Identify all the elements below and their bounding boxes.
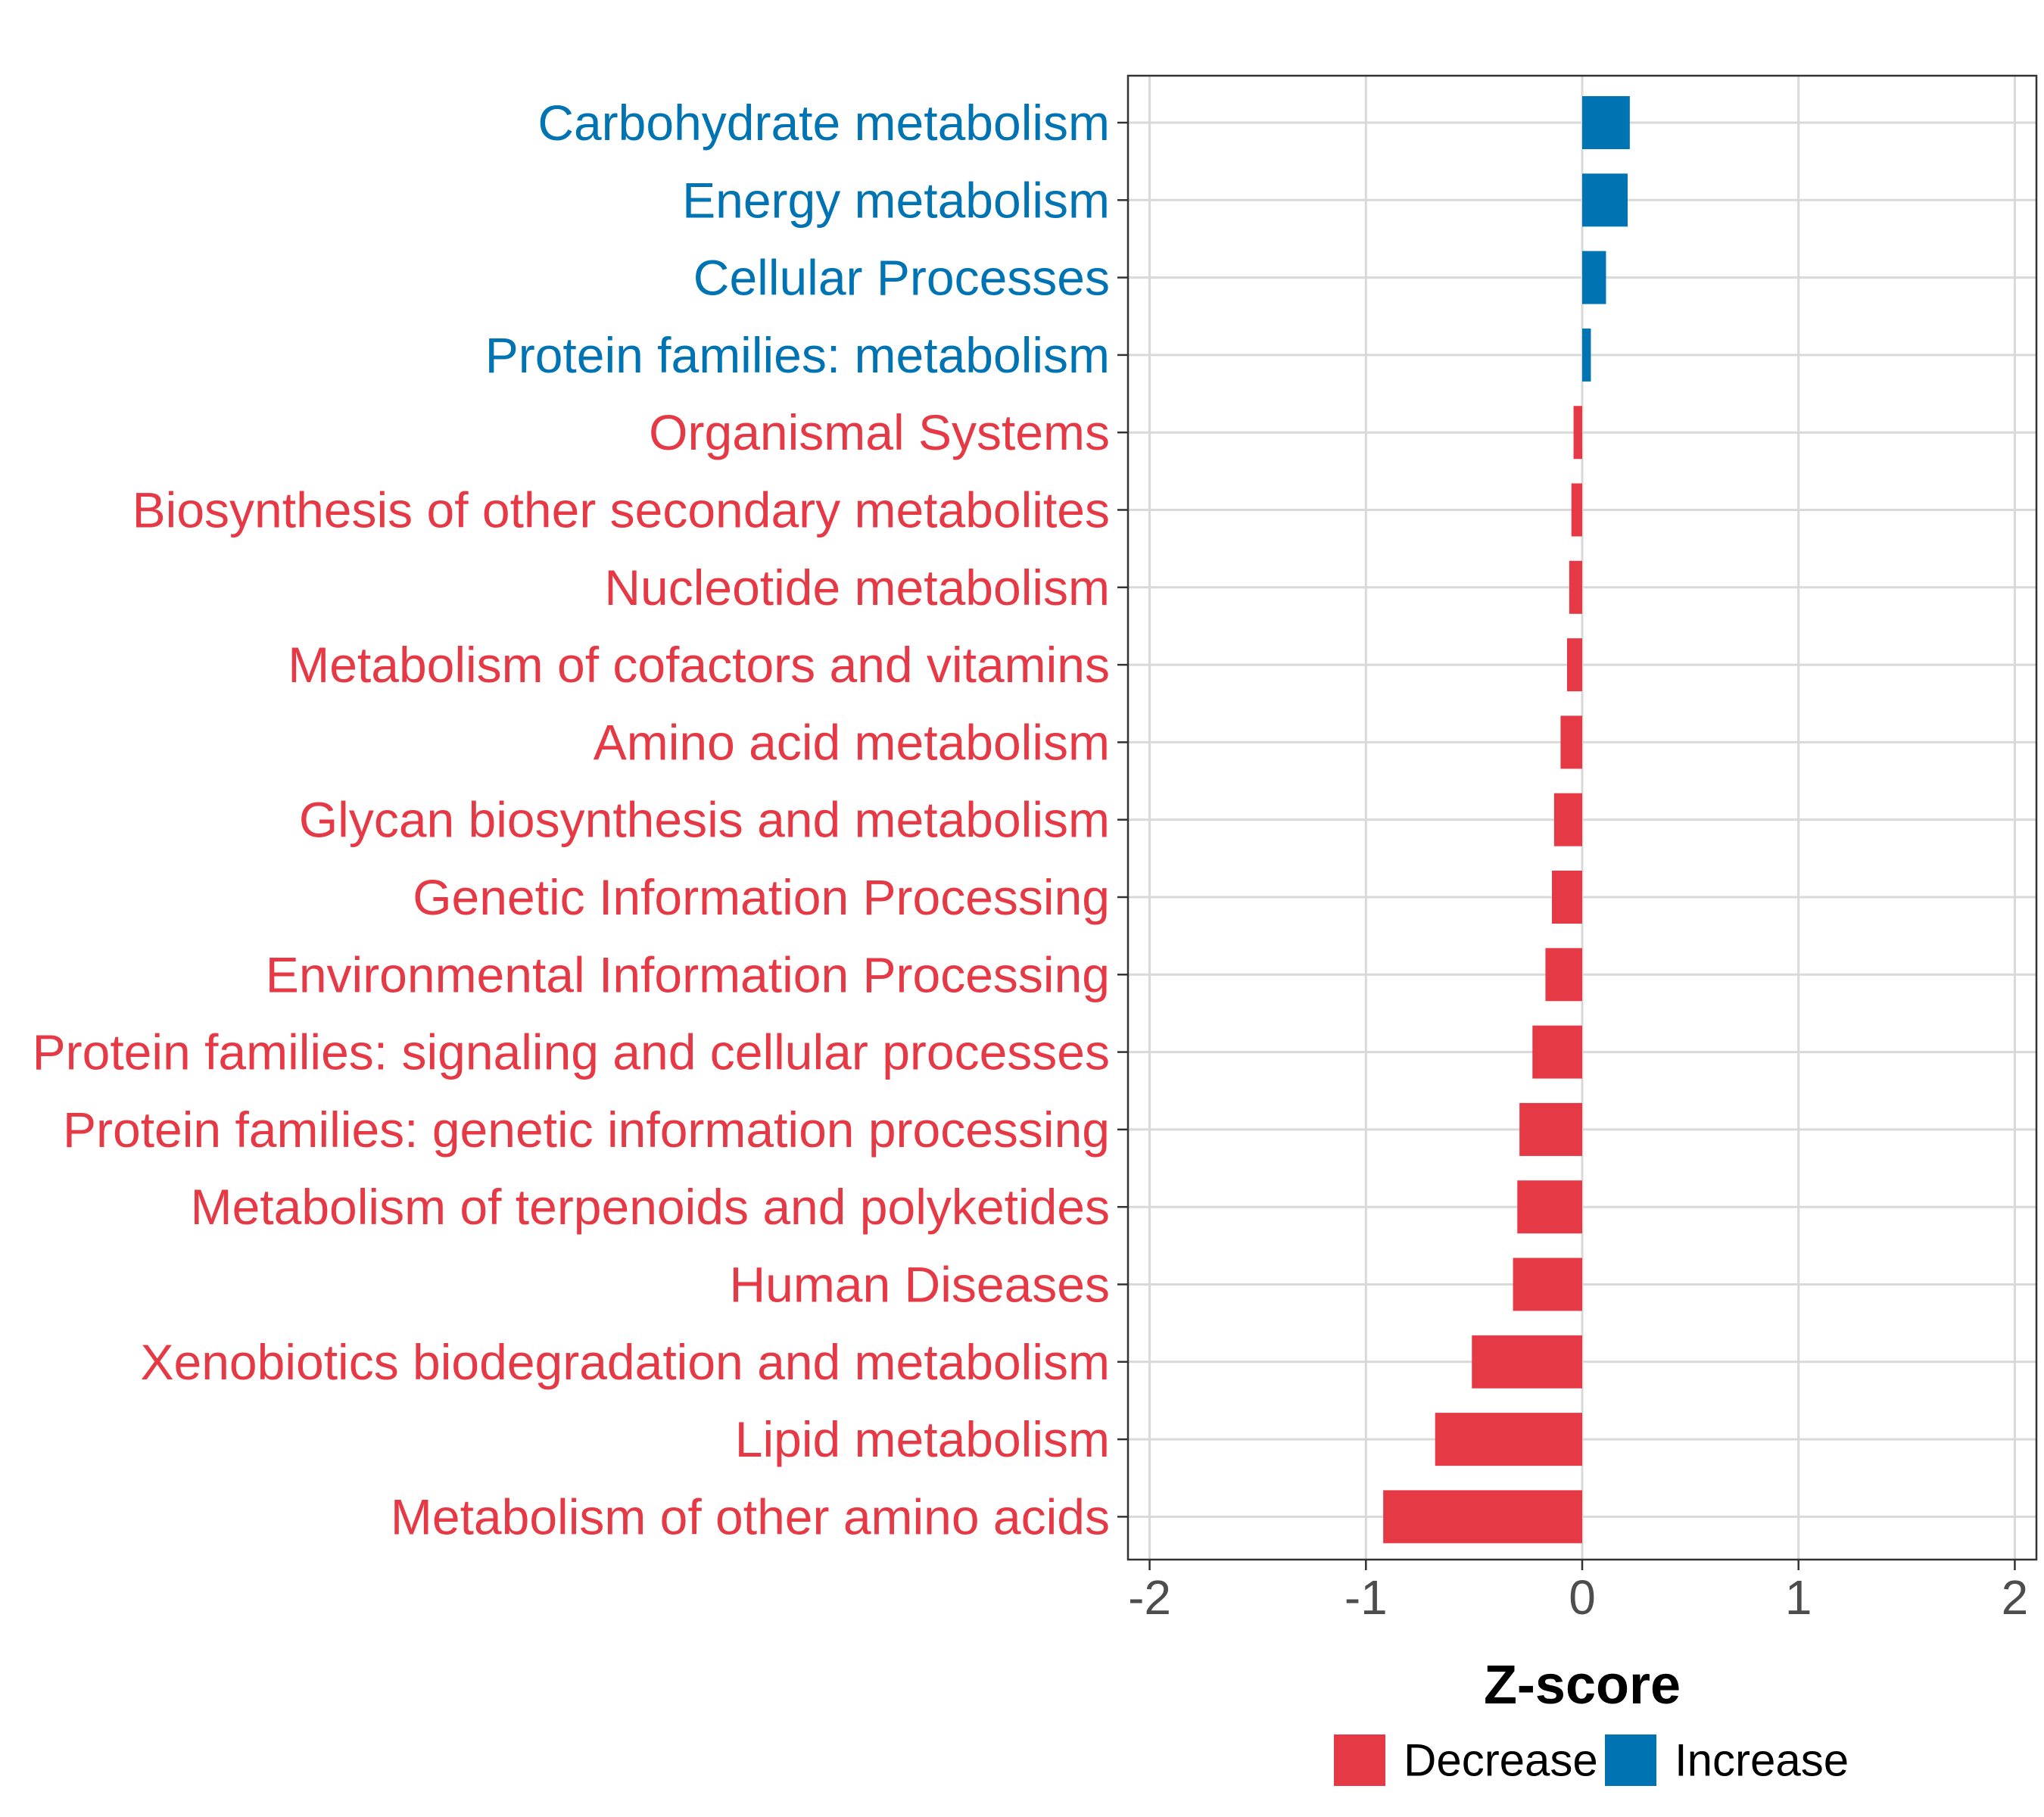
y-label-human-diseases: Human Diseases xyxy=(729,1257,1110,1313)
bar-metabolism-of-terpenoids-and-polyketides xyxy=(1517,1180,1582,1234)
y-label-metabolism-of-cofactors-and-vitamins: Metabolism of cofactors and vitamins xyxy=(288,637,1110,693)
bar-genetic-information-processing xyxy=(1552,871,1582,924)
x-tick-label-3: 0 xyxy=(1569,1570,1596,1625)
bar-biosynthesis-of-other-secondary-metabolites xyxy=(1571,483,1582,537)
legend-label-increase: Increase xyxy=(1675,1735,1849,1786)
bar-nucleotide-metabolism xyxy=(1569,560,1582,614)
bar-metabolism-of-other-amino-acids xyxy=(1383,1490,1582,1544)
x-tick-label-2: -1 xyxy=(1344,1570,1388,1625)
y-label-energy-metabolism: Energy metabolism xyxy=(682,172,1110,228)
legend-label-decrease: Decrease xyxy=(1404,1735,1598,1786)
y-label-metabolism-of-other-amino-acids: Metabolism of other amino acids xyxy=(391,1488,1110,1544)
bar-cellular-processes xyxy=(1582,251,1606,304)
x-axis-title: Z-score xyxy=(1484,1655,1681,1716)
bar-xenobiotics-biodegradation-and-metabolism xyxy=(1472,1335,1582,1388)
label-layer: Carbohydrate metabolism Energy metabolism… xyxy=(33,95,2029,1625)
legend-swatch-increase xyxy=(1605,1734,1656,1786)
tick-layer xyxy=(1117,121,2016,1570)
y-label-nucleotide-metabolism: Nucleotide metabolism xyxy=(604,559,1110,616)
y-label-cellular-processes: Cellular Processes xyxy=(693,250,1110,306)
bar-human-diseases xyxy=(1513,1258,1582,1311)
y-label-carbohydrate-metabolism: Carbohydrate metabolism xyxy=(537,95,1110,151)
bar-glycan-biosynthesis-and-metabolism xyxy=(1553,793,1582,846)
bar-energy-metabolism xyxy=(1582,173,1628,227)
bar-carbohydrate-metabolism xyxy=(1582,96,1630,149)
legend: Decrease Increase xyxy=(1334,1734,1849,1786)
bar-metabolism-of-cofactors-and-vitamins xyxy=(1567,638,1582,692)
y-label-environmental-information-processing: Environmental Information Processing xyxy=(266,946,1110,1002)
y-label-lipid-metabolism: Lipid metabolism xyxy=(735,1411,1110,1467)
y-label-glycan-biosynthesis-and-metabolism: Glycan biosynthesis and metabolism xyxy=(299,792,1110,848)
y-label-xenobiotics-biodegradation-and-metabolism: Xenobiotics biodegradation and metabolis… xyxy=(141,1334,1111,1390)
bar-organismal-systems xyxy=(1573,406,1582,460)
x-tick-label-1: -2 xyxy=(1128,1570,1171,1625)
bar-environmental-information-processing xyxy=(1545,948,1582,1002)
bar-protein-families-metabolism xyxy=(1582,328,1591,382)
x-tick-label-4: 1 xyxy=(1785,1570,1812,1625)
y-label-protein-families-genetic-information-processing: Protein families: genetic information pr… xyxy=(63,1102,1110,1158)
y-label-amino-acid-metabolism: Amino acid metabolism xyxy=(594,714,1110,770)
x-tick-label-5: 2 xyxy=(2002,1570,2029,1625)
bar-lipid-metabolism xyxy=(1435,1413,1582,1466)
bar-amino-acid-metabolism xyxy=(1560,715,1582,769)
y-label-protein-families-metabolism: Protein families: metabolism xyxy=(485,327,1110,383)
legend-swatch-decrease xyxy=(1334,1734,1385,1786)
y-label-protein-families-signaling-and-cellular-processes: Protein families: signaling and cellular… xyxy=(33,1024,1110,1080)
y-label-genetic-information-processing: Genetic Information Processing xyxy=(413,869,1110,925)
bar-protein-families-genetic-information-processing xyxy=(1519,1102,1582,1156)
bar-layer xyxy=(1383,96,1630,1544)
y-label-biosynthesis-of-other-secondary-metabolites: Biosynthesis of other secondary metaboli… xyxy=(132,482,1110,538)
bar-protein-families-signaling-and-cellular-processes xyxy=(1532,1025,1582,1079)
y-label-organismal-systems: Organismal Systems xyxy=(649,404,1110,460)
y-label-metabolism-of-terpenoids-and-polyketides: Metabolism of terpenoids and polyketides xyxy=(191,1179,1110,1235)
